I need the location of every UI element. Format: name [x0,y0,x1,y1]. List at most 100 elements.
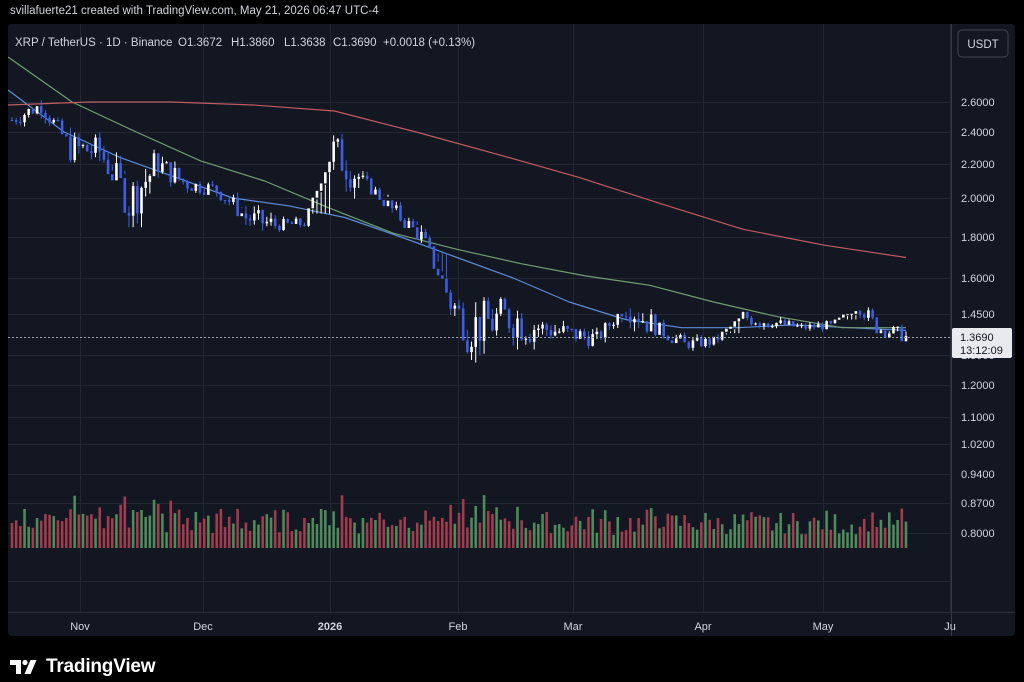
volume-bar [177,509,181,548]
volume-bar [708,519,711,548]
candle-body [729,326,732,329]
volume-bar [119,504,122,548]
volume-bar [603,510,607,548]
volume-bar [44,513,47,548]
candle-body [666,336,670,341]
candle-body [779,320,782,323]
candle-body [570,328,574,330]
candle-body [298,218,302,225]
volume-bar [390,525,394,548]
volume-bar [800,534,803,548]
candle-body [482,300,486,341]
volume-bar [35,518,39,548]
volume-bar [60,521,64,548]
volume-bar [115,514,118,548]
candle-body [516,318,519,338]
volume-bar [102,528,106,548]
candle-body [420,231,423,240]
candle-body [883,330,887,338]
chart-svg[interactable]: 2.6000 2.4000 2.2000 2.0000 1.8000 1.6000 1.45… [8,24,1015,636]
candle-body [800,325,803,327]
volume-bar [516,506,519,548]
candle-body [499,298,503,314]
price-tick-label: 1.8000 [961,232,995,244]
candle-body [349,179,352,188]
candle-body [783,320,787,325]
last-price-countdown: 13:12:09 [960,345,1003,357]
volume-bar [595,532,599,548]
volume-bar [867,531,870,548]
candle-body [754,323,757,325]
volume-bar [562,527,565,548]
volume-bar [340,495,344,548]
volume-bar [457,512,461,548]
candle-body [737,318,741,322]
price-axis[interactable]: 2.6000 2.4000 2.2000 2.0000 1.8000 1.6000 1.45… [961,97,995,540]
volume-bar [190,530,193,548]
volume-bar [545,512,549,548]
volume-bar [524,527,528,548]
currency-label: USDT [967,39,998,51]
volume-bar [541,514,544,548]
candle-body [311,197,315,209]
time-axis[interactable]: Nov Dec 2026 Feb Mar Apr May Ju [70,621,956,633]
candle-body [227,200,231,202]
candle-body [215,185,218,192]
symbol-legend[interactable]: XRP / TetherUS · 1D · Binance O1.3672 H1… [15,37,475,49]
candle-body [190,188,193,191]
volume-bar [202,518,206,548]
volume-bar [152,499,156,548]
volume-bar [624,530,628,548]
volume-bar [56,520,60,548]
ohlc-close: C1.3690 [333,37,376,49]
candle-body [758,323,762,326]
candle-body [445,278,448,293]
volume-bar [127,527,131,548]
volume-bar [875,526,879,548]
volume-bar [77,514,81,548]
volume-bar [583,529,586,548]
volume-bar [94,518,97,548]
volume-bar [637,518,640,548]
candle-body [223,200,227,202]
time-tick-label: Nov [70,621,90,633]
volume-bar [298,531,302,548]
chart-panel[interactable]: 2.6000 2.4000 2.2000 2.0000 1.8000 1.6000 1.45… [8,24,1015,636]
candle-body [85,144,89,152]
candle-body [173,168,177,183]
volume-bar [725,534,728,548]
candle-body [486,300,490,319]
candle-body [904,336,908,342]
candle-body [115,163,118,181]
volume-bar [207,515,210,548]
chart-caption: svillafuerte21 created with TradingView.… [10,5,379,17]
volume-bar [482,495,486,548]
volume-bar [31,527,35,548]
candle-body [31,108,35,114]
candle-body [123,178,127,213]
candle-body [888,333,891,338]
volume-bar [369,517,373,548]
candle-body [90,151,93,153]
volume-bar [148,515,152,548]
volume-bar [888,512,891,548]
volume-bar [883,527,887,548]
volume-bar [704,512,707,548]
candle-body [687,342,691,348]
candle-body [537,328,540,330]
volume-bar [131,510,135,548]
candle-body [152,153,156,176]
candle-body [453,305,457,309]
volume-bar [620,531,624,548]
volume-bar [353,522,356,548]
price-tick-label: 1.0200 [961,439,995,451]
volume-bar [140,510,143,548]
candle-body [81,144,85,146]
candle-body [787,321,791,325]
candle-body [879,330,883,334]
currency-button[interactable]: USDT [957,29,1009,58]
volume-bar [328,525,331,548]
volume-bar [570,525,574,548]
volume-bar [232,523,235,548]
candle-body [708,338,711,345]
